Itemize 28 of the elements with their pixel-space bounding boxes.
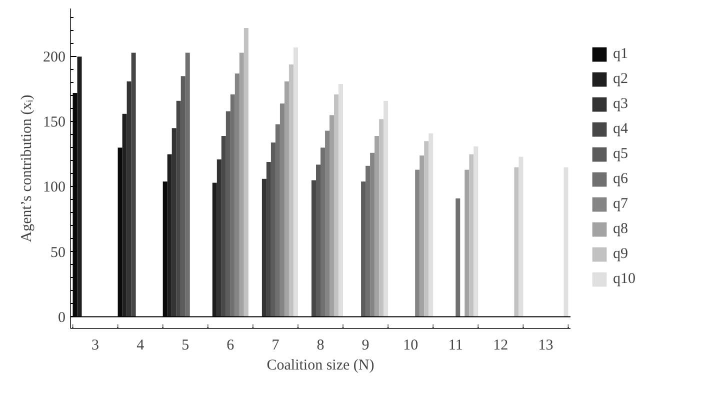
legend-label: q5 xyxy=(613,146,629,162)
legend-label: q1 xyxy=(613,46,629,62)
legend-label: q6 xyxy=(613,170,629,188)
x-tick-label: 6 xyxy=(226,338,235,354)
y-axis-title: Agent’s contribution (xᵢ) xyxy=(19,94,35,242)
x-axis-title: Coalition size (N) xyxy=(266,358,374,374)
x-tick-label: 5 xyxy=(182,338,190,354)
x-tick-label: 11 xyxy=(448,338,463,354)
x-tick-label: 9 xyxy=(362,338,370,354)
y-tick-label: 150 xyxy=(43,114,66,131)
x-tick-label: 12 xyxy=(493,338,508,354)
legend-label: q7 xyxy=(613,196,629,212)
x-tick-label: 13 xyxy=(538,338,554,354)
y-tick-label: 100 xyxy=(43,180,66,196)
legend-label: q10 xyxy=(613,270,636,288)
y-tick-label: 200 xyxy=(43,50,66,66)
y-tick-label: 0 xyxy=(58,310,66,326)
legend-label: q9 xyxy=(613,246,629,262)
x-tick-label: 7 xyxy=(272,338,280,354)
legend-label: q4 xyxy=(613,120,629,138)
legend-label: q3 xyxy=(613,96,629,112)
x-tick-label: 3 xyxy=(92,338,100,354)
x-tick-label: 8 xyxy=(316,338,324,354)
x-tick-label: 10 xyxy=(403,338,418,354)
x-tick-label: 4 xyxy=(136,338,145,354)
legend-label: q2 xyxy=(613,70,629,88)
legend-label: q8 xyxy=(613,220,629,238)
y-tick-label: 50 xyxy=(50,244,66,261)
